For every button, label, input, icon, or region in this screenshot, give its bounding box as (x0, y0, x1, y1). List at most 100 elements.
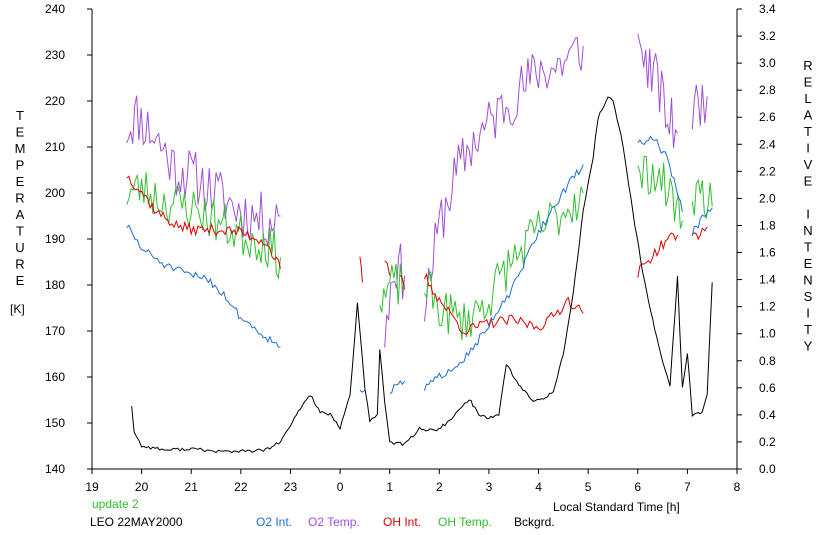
y-left-tick-label: 140 (45, 462, 65, 476)
axis-title-letter: T (804, 322, 812, 337)
legend-ohtemp: OH Temp. (438, 515, 492, 529)
y-right-tick-label: 2.4 (759, 137, 776, 151)
o2temp-series-line (384, 243, 406, 348)
y-right-tick-label: 0.2 (759, 435, 776, 449)
axis-title-letter: S (804, 289, 813, 304)
axis-title-letter: I (806, 141, 810, 156)
axis-title-letter: A (804, 108, 813, 123)
y-right-tick-label: 1.4 (759, 273, 776, 287)
series-layer (126, 33, 713, 454)
legend-o2temp: O2 Temp. (308, 515, 360, 529)
y-left-tick-label: 200 (45, 186, 65, 200)
axis-title-letter: V (804, 157, 813, 172)
axis-title-letter: I (806, 207, 810, 222)
axis-title-letter: T (804, 240, 812, 255)
axis-title-letter: T (804, 124, 812, 139)
y-right-tick-label: 1.0 (759, 327, 776, 341)
ohint-series-line (399, 274, 406, 290)
x-tick-label: 22 (234, 480, 248, 494)
ohint-series-line (423, 272, 584, 336)
axis-title-letter: A (16, 207, 25, 222)
y-right-tick-label: 2.6 (759, 110, 776, 124)
y-right-tick-label: 3.0 (759, 56, 776, 70)
axis-title-letter: M (15, 141, 26, 156)
axis-title-letter: E (16, 174, 25, 189)
y-right-tick-label: 2.8 (759, 83, 776, 97)
axis-title-letter: R (803, 58, 812, 73)
axis-title-letter: E (16, 125, 25, 140)
axis-title-letter: E (804, 75, 813, 90)
x-tick-label: 21 (185, 480, 199, 494)
station-date-label: LEO 22MAY2000 (90, 515, 183, 529)
y-left-tick-label: 220 (45, 94, 65, 108)
labels-layer: Local Standard Time [h] update 2 LEO 22M… (10, 302, 680, 529)
ohint-series-line (384, 260, 391, 276)
legend-ohint: OH Int. (383, 515, 421, 529)
left-axis-unit: [K] (10, 302, 25, 316)
o2temp-series-line (126, 95, 281, 246)
x-tick-label: 7 (684, 480, 691, 494)
ohint-series-line (691, 226, 708, 241)
bkg-series-line (131, 96, 713, 454)
axes: 19 20 21 22 23 0 1 2 3 4 5 6 7 8140150160170180190200… (45, 2, 776, 494)
y-right-tick-label: 2.0 (759, 191, 776, 205)
o2int-series-line (389, 379, 406, 395)
y-left-tick-label: 230 (45, 48, 65, 62)
o2temp-series-line (691, 84, 708, 130)
axis-title-letter: R (15, 257, 24, 272)
ohtemp-series-line (423, 186, 584, 341)
ohint-series-line (126, 175, 281, 269)
x-tick-label: 3 (486, 480, 493, 494)
ohtemp-series-line (691, 178, 713, 219)
o2temp-series-line (637, 33, 678, 148)
x-tick-label: 2 (436, 480, 443, 494)
legend-bkg: Bckgrd. (514, 515, 555, 529)
y-right-tick-label: 2.2 (759, 164, 776, 178)
ohtemp-series-line (379, 263, 406, 313)
axis-title-letter: R (15, 191, 24, 206)
o2int-series-line (423, 164, 584, 391)
ohtemp-series-line (637, 155, 683, 229)
y-right-tick-label: 0.6 (759, 381, 776, 395)
y-right-tick-label: 3.2 (759, 29, 776, 43)
update-note: update 2 (92, 497, 139, 511)
y-right-tick-label: 1.6 (759, 246, 776, 260)
o2int-series-line (359, 389, 366, 393)
x-tick-label: 1 (386, 480, 393, 494)
y-left-tick-label: 180 (45, 278, 65, 292)
axis-title-letter: E (804, 174, 813, 189)
y-left-tick-label: 170 (45, 324, 65, 338)
axis-title-letter: N (803, 223, 812, 238)
x-tick-label: 4 (535, 480, 542, 494)
y-right-tick-label: 1.8 (759, 218, 776, 232)
x-tick-label: 6 (634, 480, 641, 494)
y-right-tick-label: 1.2 (759, 300, 776, 314)
x-tick-label: 0 (337, 480, 344, 494)
x-axis-label: Local Standard Time [h] (553, 500, 680, 514)
ohint-series-line (637, 232, 678, 278)
axis-title-letter: P (16, 158, 25, 173)
legend-o2int: O2 Int. (256, 515, 292, 529)
y-left-tick-label: 210 (45, 140, 65, 154)
y-right-tick-label: 0.8 (759, 354, 776, 368)
y-right-tick-label: 3.4 (759, 2, 776, 16)
x-tick-label: 5 (585, 480, 592, 494)
o2int-series-line (691, 207, 713, 237)
axis-title-letter: Y (804, 339, 813, 354)
x-tick-label: 20 (135, 480, 149, 494)
x-tick-label: 8 (734, 480, 741, 494)
y-left-tick-label: 150 (45, 416, 65, 430)
y-left-tick-label: 190 (45, 232, 65, 246)
y-left-tick-label: 160 (45, 370, 65, 384)
axis-title-letter: E (16, 273, 25, 288)
y-right-tick-label: 0.0 (759, 462, 776, 476)
axis-title-letter: U (15, 240, 24, 255)
axis-title-letter: N (803, 273, 812, 288)
axis-title-letter: T (16, 108, 24, 123)
o2temp-series-line (423, 36, 584, 322)
o2int-series-line (637, 135, 683, 212)
y-right-tick-label: 0.4 (759, 408, 776, 422)
